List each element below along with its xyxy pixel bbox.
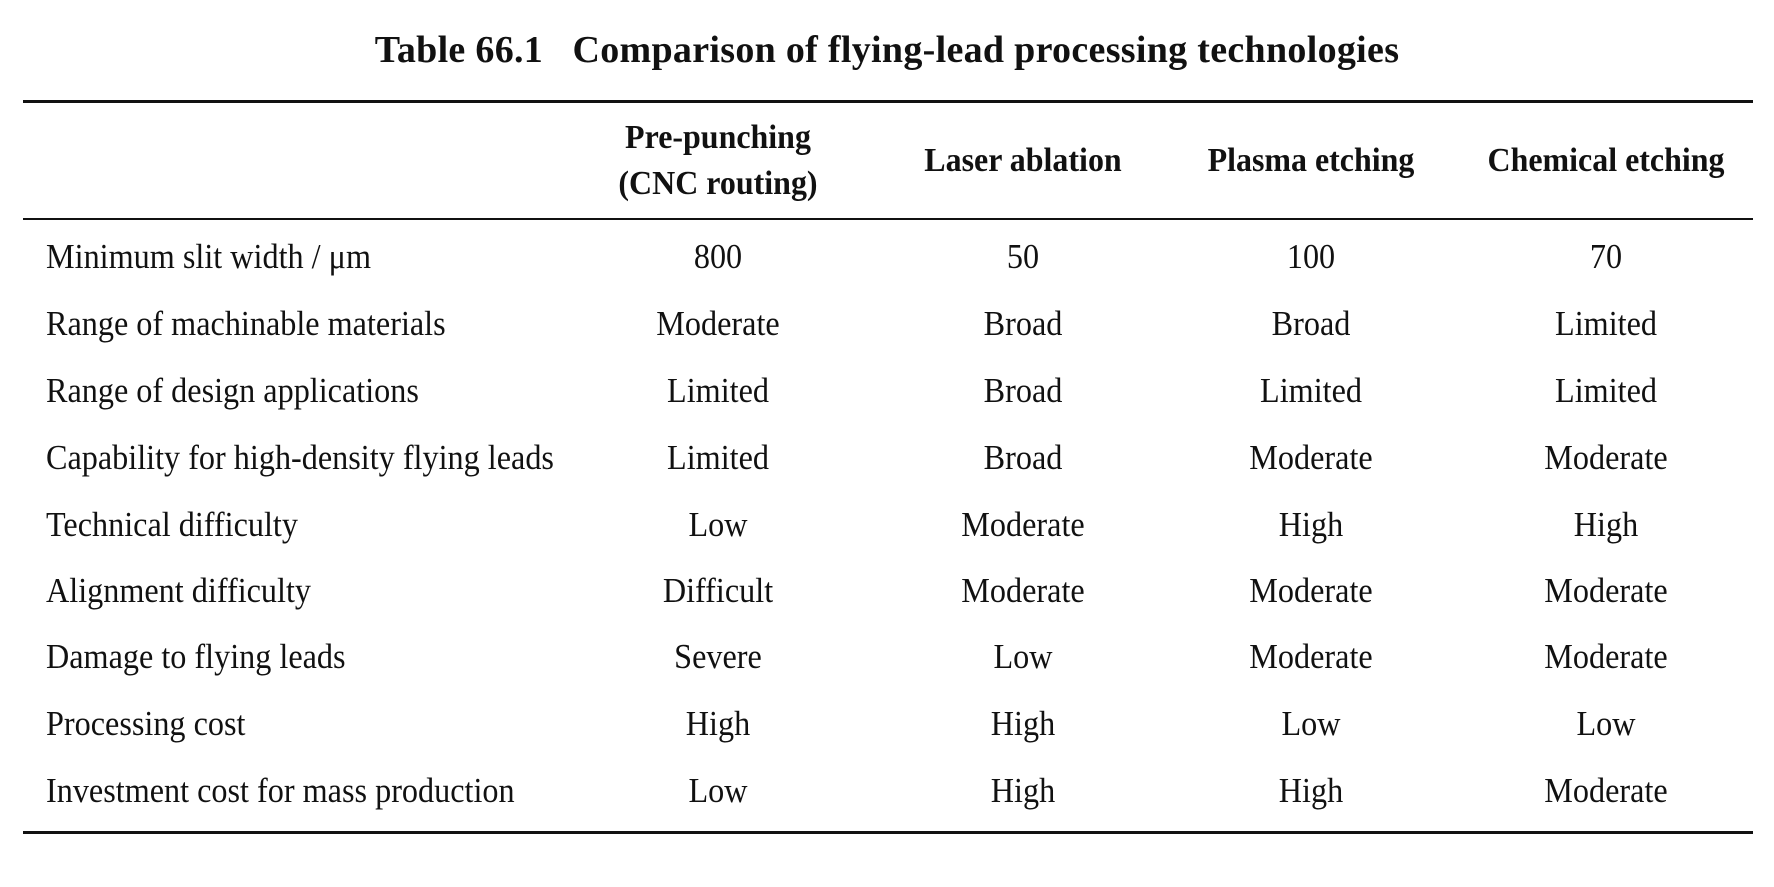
table-row: Damage to flying leads Severe Low Modera… [0, 624, 1774, 690]
row-label: Range of design applications [46, 371, 419, 410]
row-label: Range of machinable materials [46, 304, 446, 343]
table-cell: Limited [1555, 304, 1657, 343]
table-cell: Moderate [1544, 571, 1668, 610]
table-cell: Low [993, 637, 1053, 676]
table-cell: Limited [1260, 371, 1362, 410]
table-row: Capability for high-density flying leads… [0, 425, 1774, 491]
column-header-laser-ablation: Laser ablation [924, 142, 1122, 179]
table-row: Processing cost High High Low Low [0, 691, 1774, 757]
table-cell: Moderate [1544, 637, 1668, 676]
table-cell: High [1278, 771, 1344, 810]
table-cell: Moderate [1249, 571, 1373, 610]
table-row: Range of design applications Limited Bro… [0, 358, 1774, 424]
table-cell: Moderate [656, 304, 780, 343]
table-cell: Low [688, 771, 748, 810]
row-label: Processing cost [46, 704, 246, 743]
top-rule [23, 100, 1753, 103]
table-cell: Moderate [961, 571, 1085, 610]
table-cell: 70 [1589, 237, 1623, 276]
bottom-rule [23, 831, 1753, 834]
row-label: Alignment difficulty [46, 571, 312, 610]
table-cell: Low [1281, 704, 1341, 743]
table-cell: High [1573, 505, 1639, 544]
table-cell: 800 [693, 237, 743, 276]
table-cell: Broad [983, 304, 1063, 343]
row-label: Investment cost for mass production [46, 771, 515, 810]
table-cell: Limited [667, 438, 769, 477]
table-cell: Low [688, 505, 748, 544]
table-row: Minimum slit width / μm 800 50 100 70 [0, 224, 1774, 290]
column-header-plasma-etching: Plasma etching [1207, 142, 1415, 179]
table-row: Alignment difficulty Difficult Moderate … [0, 558, 1774, 624]
row-label: Technical difficulty [46, 505, 298, 544]
table-caption: Table 66.1 Comparison of flying-lead pro… [374, 29, 1400, 71]
row-label: Capability for high-density flying leads [46, 438, 554, 477]
header-rule [23, 218, 1753, 220]
table-cell: High [990, 704, 1056, 743]
table-cell: 50 [1006, 237, 1040, 276]
column-header-chemical-etching: Chemical etching [1487, 142, 1725, 179]
table-cell: High [1278, 505, 1344, 544]
table-cell: Moderate [1249, 637, 1373, 676]
table-cell: High [990, 771, 1056, 810]
table-cell: Low [1576, 704, 1636, 743]
table-cell: Moderate [1544, 438, 1668, 477]
row-label: Minimum slit width / μm [46, 237, 371, 276]
table-cell: Moderate [961, 505, 1085, 544]
row-label: Damage to flying leads [46, 637, 346, 676]
table-row: Investment cost for mass production Low … [0, 758, 1774, 824]
table-cell: Limited [667, 371, 769, 410]
table-cell: Moderate [1249, 438, 1373, 477]
table-row: Technical difficulty Low Moderate High H… [0, 492, 1774, 558]
table-cell: Broad [983, 371, 1063, 410]
table-cell: High [685, 704, 751, 743]
table-cell: Broad [983, 438, 1063, 477]
table-cell: Broad [1271, 304, 1351, 343]
table-cell: Moderate [1544, 771, 1668, 810]
table-row: Range of machinable materials Moderate B… [0, 291, 1774, 357]
table-cell: Limited [1555, 371, 1657, 410]
table-cell: Severe [674, 637, 762, 676]
table-cell: 100 [1286, 237, 1336, 276]
column-header-pre-punching: Pre-punching (CNC routing) [618, 119, 818, 202]
table-cell: Difficult [662, 571, 774, 610]
